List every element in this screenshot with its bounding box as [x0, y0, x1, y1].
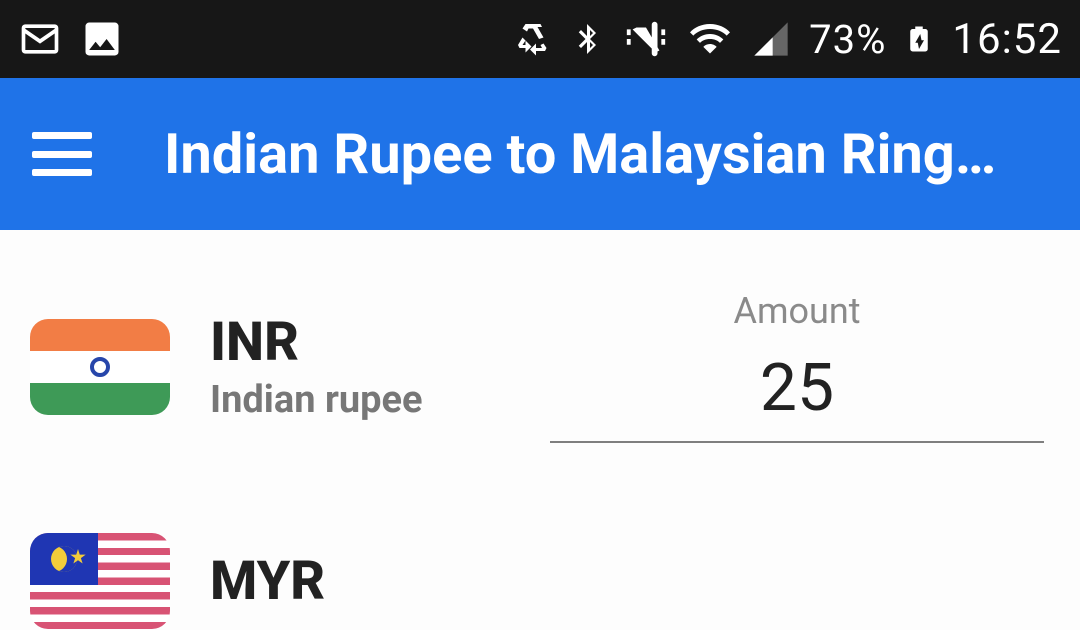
mail-icon	[18, 17, 62, 61]
currency-from-code: INR	[210, 311, 423, 374]
wifi-icon	[687, 19, 733, 59]
amount-label: Amount	[550, 290, 1044, 332]
currency-to-row: MYR	[30, 533, 1050, 629]
flag-stripe	[30, 383, 170, 415]
signal-icon	[751, 19, 791, 59]
crescent-icon	[51, 546, 77, 572]
flag-india[interactable]	[30, 319, 170, 415]
currency-to-text[interactable]: MYR	[210, 550, 325, 613]
currency-from-name: Indian rupee	[210, 378, 423, 422]
amount-block: Amount 25	[550, 290, 1050, 443]
status-bar: 73% 16:52	[0, 0, 1080, 78]
currency-from-text[interactable]: INR Indian rupee	[210, 311, 423, 422]
content: INR Indian rupee Amount 25 MYR	[0, 230, 1080, 630]
battery-percent: 73%	[809, 16, 886, 63]
flag-stripe	[30, 351, 170, 383]
status-clock: 16:52	[952, 15, 1062, 64]
gallery-icon	[80, 17, 124, 61]
bluetooth-icon	[569, 19, 605, 59]
app-bar: Indian Rupee to Malaysian Ring…	[0, 78, 1080, 230]
currency-from-row: INR Indian rupee Amount 25	[30, 290, 1050, 443]
flag-malaysia[interactable]	[30, 533, 170, 629]
chakra-icon	[90, 357, 110, 377]
amount-input[interactable]: 25	[550, 350, 1044, 443]
app-title: Indian Rupee to Malaysian Ring…	[164, 121, 1048, 187]
currency-to-code: MYR	[210, 550, 325, 613]
recycle-icon	[515, 21, 551, 57]
vibrate-silent-icon	[623, 16, 669, 62]
flag-stripe	[30, 319, 170, 351]
status-left	[18, 17, 124, 61]
battery-charging-icon	[904, 18, 934, 60]
flag-canton	[30, 533, 98, 585]
status-right: 73% 16:52	[515, 15, 1062, 64]
menu-button[interactable]	[32, 132, 92, 176]
